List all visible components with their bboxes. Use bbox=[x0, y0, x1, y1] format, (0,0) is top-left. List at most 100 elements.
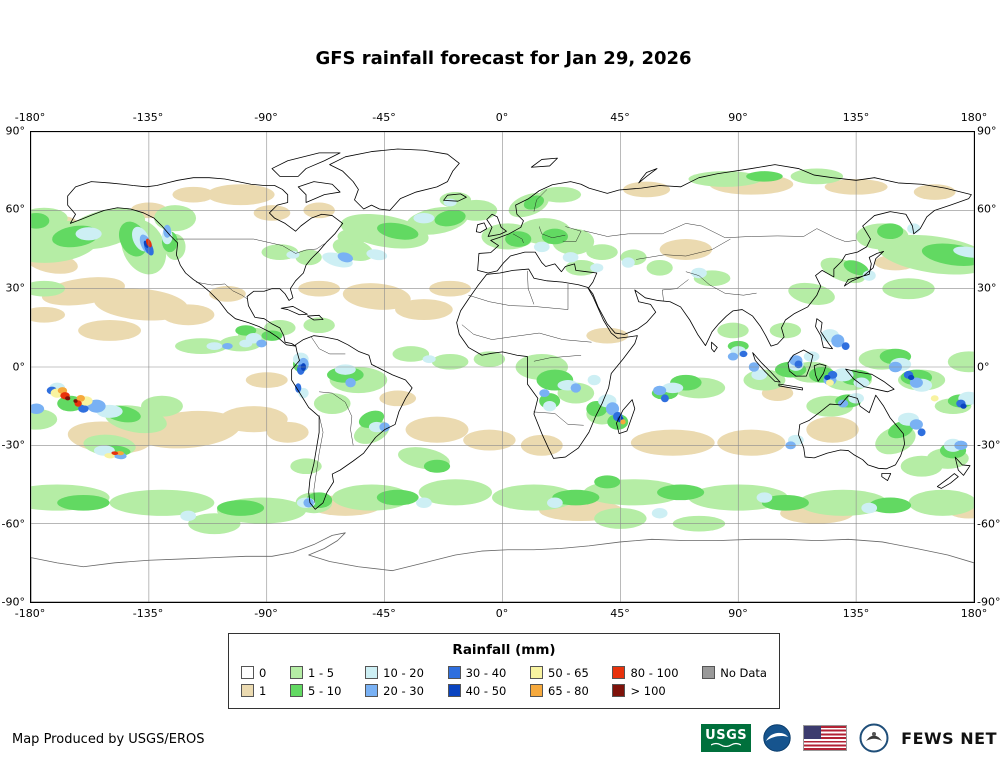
country-border bbox=[314, 415, 323, 502]
latitude-tick-label: 30° bbox=[5, 281, 26, 295]
country-border bbox=[686, 272, 757, 296]
legend-label: 10 - 20 bbox=[383, 665, 424, 680]
rain-cell bbox=[31, 212, 50, 229]
rain-cell bbox=[662, 382, 684, 394]
rain-cell bbox=[620, 419, 626, 425]
rain-cell bbox=[261, 330, 283, 341]
rain-cell bbox=[78, 404, 89, 413]
rain-cell bbox=[523, 195, 545, 210]
rain-cell bbox=[587, 374, 601, 386]
rain-cell bbox=[73, 399, 78, 403]
legend-column: 80 - 100 > 100 bbox=[612, 665, 679, 698]
legend-swatch bbox=[447, 666, 461, 679]
coastline-greenland bbox=[330, 149, 460, 210]
rain-cell bbox=[646, 259, 673, 276]
longitude-tick-label: -135° bbox=[132, 607, 164, 620]
legend-label: 1 bbox=[259, 683, 267, 698]
legend-swatch bbox=[702, 666, 716, 679]
country-border bbox=[527, 271, 534, 304]
rain-cell bbox=[104, 453, 115, 459]
rain-cell bbox=[366, 249, 388, 261]
fews-net-wordmark: FEWS NET bbox=[901, 728, 997, 748]
longitude-tick-label: -180° bbox=[14, 111, 46, 124]
legend-swatch bbox=[241, 666, 254, 679]
rain-cell bbox=[392, 346, 430, 362]
rain-cell bbox=[605, 402, 620, 416]
legend-column: 50 - 65 65 - 80 bbox=[530, 665, 589, 698]
rain-cell bbox=[219, 406, 288, 433]
usgs-logo: USGS bbox=[701, 724, 752, 752]
rain-cell bbox=[751, 369, 768, 381]
country-border bbox=[319, 392, 353, 446]
legend-label: 5 - 10 bbox=[308, 683, 342, 698]
longitude-tick-label: 135° bbox=[842, 111, 870, 124]
rain-cell bbox=[739, 350, 748, 358]
rain-cell bbox=[651, 508, 668, 519]
legend-entry: No Data bbox=[702, 665, 767, 680]
country-border bbox=[534, 355, 581, 361]
rain-cell bbox=[691, 267, 707, 279]
legend-label: 0 bbox=[259, 665, 267, 680]
country-border bbox=[563, 227, 581, 242]
longitude-tick-label: -180° bbox=[14, 607, 46, 620]
rain-cell bbox=[379, 390, 417, 407]
legend-label: 50 - 65 bbox=[548, 665, 589, 680]
longitude-labels-bottom: -180° -135° -90° -45° 0° 45° 90° 135° 180° bbox=[15, 607, 987, 621]
map-container bbox=[30, 131, 975, 603]
rain-cell bbox=[65, 396, 71, 401]
coastline-baffin bbox=[298, 182, 340, 203]
rain-cell bbox=[235, 325, 257, 336]
rain-cell bbox=[111, 451, 119, 456]
legend-title: Rainfall (mm) bbox=[452, 642, 556, 658]
rain-cell bbox=[853, 377, 870, 388]
rain-cell bbox=[756, 492, 773, 503]
legend-label: 20 - 30 bbox=[383, 683, 424, 698]
country-border bbox=[196, 282, 248, 299]
coastline-novaya_zemlya bbox=[639, 169, 657, 183]
legend-entry: 0 bbox=[241, 665, 266, 680]
legend-label: 30 - 40 bbox=[465, 665, 507, 680]
coastline-philippines bbox=[816, 319, 833, 349]
rain-cell bbox=[586, 244, 618, 260]
legend-swatch bbox=[612, 684, 626, 697]
rain-cell bbox=[657, 484, 705, 501]
latitude-labels-left: 90° 60° 30° 0° -30° -60° -90° bbox=[1, 125, 27, 609]
coastline-madagascar bbox=[616, 400, 634, 434]
usaid-flag-logo bbox=[803, 725, 848, 751]
legend-swatch bbox=[530, 666, 544, 679]
legend-swatch bbox=[365, 684, 379, 697]
latitude-tick-label: 0° bbox=[12, 360, 26, 373]
latitude-tick-label: 0° bbox=[977, 360, 990, 373]
rain-cell bbox=[295, 249, 322, 266]
longitude-tick-label: -90° bbox=[254, 607, 278, 620]
longitude-tick-label: -45° bbox=[372, 111, 396, 124]
rain-cell bbox=[824, 374, 831, 381]
country-border bbox=[462, 325, 592, 342]
rain-cell bbox=[794, 360, 803, 369]
rain-cell bbox=[376, 489, 419, 506]
legend-label: > 100 bbox=[630, 683, 666, 698]
longitude-tick-label: 180° bbox=[960, 607, 988, 620]
rain-cell bbox=[416, 497, 432, 508]
rain-cell bbox=[31, 403, 45, 414]
legend-swatch bbox=[365, 666, 379, 679]
rain-cell bbox=[806, 416, 859, 443]
rain-cell bbox=[295, 383, 302, 393]
legend-entry: 40 - 50 bbox=[447, 683, 506, 698]
logo-row: USGS FEWS NET bbox=[701, 718, 997, 758]
coastline-sumatra bbox=[753, 353, 781, 383]
rain-cell bbox=[570, 383, 582, 393]
rain-cell bbox=[900, 455, 943, 477]
coastline-north_america bbox=[68, 178, 343, 346]
legend-entry: 10 - 20 bbox=[365, 665, 424, 680]
coastline-new_zealand_south bbox=[937, 474, 958, 489]
country-border bbox=[662, 280, 688, 302]
rain-cell bbox=[413, 212, 435, 224]
rain-cell bbox=[562, 252, 579, 263]
rain-cell bbox=[727, 352, 739, 361]
rain-cell bbox=[266, 421, 309, 443]
rain-cell bbox=[590, 263, 604, 273]
rain-cell bbox=[154, 205, 197, 232]
rain-cell bbox=[630, 429, 715, 456]
